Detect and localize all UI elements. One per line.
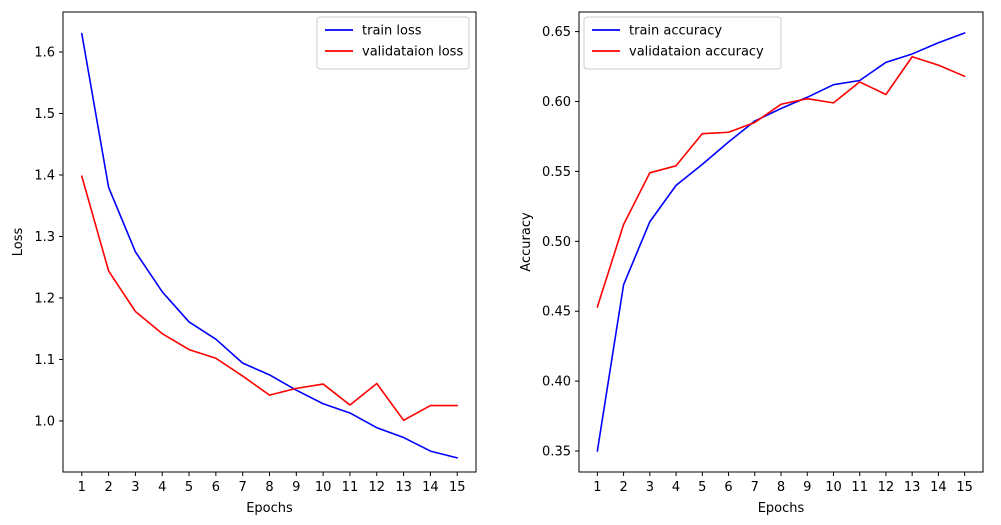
x-tick-label: 12	[878, 480, 895, 495]
legend: train accuracy validataion accuracy	[583, 16, 782, 70]
y-tick-label: 0.45	[542, 305, 571, 320]
legend-box	[583, 16, 782, 70]
y-tick-label: 1.3	[34, 230, 55, 245]
legend-entry-label: train accuracy	[629, 24, 722, 39]
x-tick-label: 15	[449, 480, 466, 495]
chart-panel-1: 1 2 3 4 5 6 7 8 9 10 11 12 13 14 151.01.11.21.31.41.51…	[11, 11, 477, 516]
x-tick-label: 11	[342, 480, 359, 495]
y-tick-label: 1.0	[34, 414, 55, 429]
x-tick-label: 6	[212, 480, 220, 495]
plot-area-frame	[578, 11, 984, 473]
x-tick-label: 1	[593, 480, 601, 495]
plot-area-frame	[62, 11, 477, 473]
series-line-validataion-accuracy	[596, 55, 966, 308]
x-tick-label: 10	[825, 480, 842, 495]
series-line-validataion-loss	[80, 175, 459, 422]
series-line-train-accuracy	[596, 32, 966, 452]
y-tick-label: 1.4	[34, 168, 55, 183]
legend-entry-label: validataion accuracy	[629, 45, 764, 60]
x-tick-label: 14	[930, 480, 947, 495]
x-tick-label: 14	[422, 480, 439, 495]
x-tick-label: 5	[185, 480, 193, 495]
y-axis-label: Loss	[11, 228, 26, 257]
x-tick-label: 13	[904, 480, 921, 495]
x-tick-label: 11	[851, 480, 868, 495]
chart-panel-2: 1 2 3 4 5 6 7 8 9 10 11 12 13 14 150.350.400.450.500.5…	[519, 11, 984, 516]
series-line-train-loss	[80, 32, 459, 459]
x-tick-label: 9	[803, 480, 811, 495]
legend-entry-label: validataion loss	[362, 45, 463, 60]
x-tick-label: 4	[158, 480, 166, 495]
y-tick-label: 1.2	[34, 291, 55, 306]
x-tick-label: 2	[104, 480, 112, 495]
x-tick-label: 5	[698, 480, 706, 495]
x-axis-label: Epochs	[246, 501, 293, 516]
x-tick-label: 12	[368, 480, 385, 495]
y-axis-label: Accuracy	[519, 212, 534, 272]
y-tick-label: 0.40	[542, 375, 571, 390]
x-tick-label: 8	[265, 480, 273, 495]
x-tick-label: 7	[751, 480, 759, 495]
x-tick-label: 8	[777, 480, 785, 495]
y-tick-label: 1.5	[34, 107, 55, 122]
legend: train loss validataion loss	[316, 16, 470, 70]
x-tick-label: 15	[956, 480, 973, 495]
x-tick-label: 2	[619, 480, 627, 495]
legend-entry-label: train loss	[362, 24, 422, 39]
legend-box	[316, 16, 470, 70]
x-tick-label: 7	[239, 480, 247, 495]
y-tick-label: 0.60	[542, 95, 571, 110]
x-tick-label: 4	[672, 480, 680, 495]
x-tick-label: 1	[78, 480, 86, 495]
y-tick-label: 0.35	[542, 445, 571, 460]
x-tick-label: 3	[646, 480, 654, 495]
x-tick-label: 10	[315, 480, 332, 495]
x-tick-label: 3	[131, 480, 139, 495]
x-tick-label: 9	[292, 480, 300, 495]
y-tick-label: 1.1	[34, 353, 55, 368]
y-tick-label: 1.6	[34, 45, 55, 60]
y-tick-label: 0.50	[542, 235, 571, 250]
x-tick-label: 13	[395, 480, 412, 495]
x-axis-label: Epochs	[758, 501, 805, 516]
y-tick-label: 0.65	[542, 25, 571, 40]
x-tick-label: 6	[724, 480, 732, 495]
y-tick-label: 0.55	[542, 165, 571, 180]
